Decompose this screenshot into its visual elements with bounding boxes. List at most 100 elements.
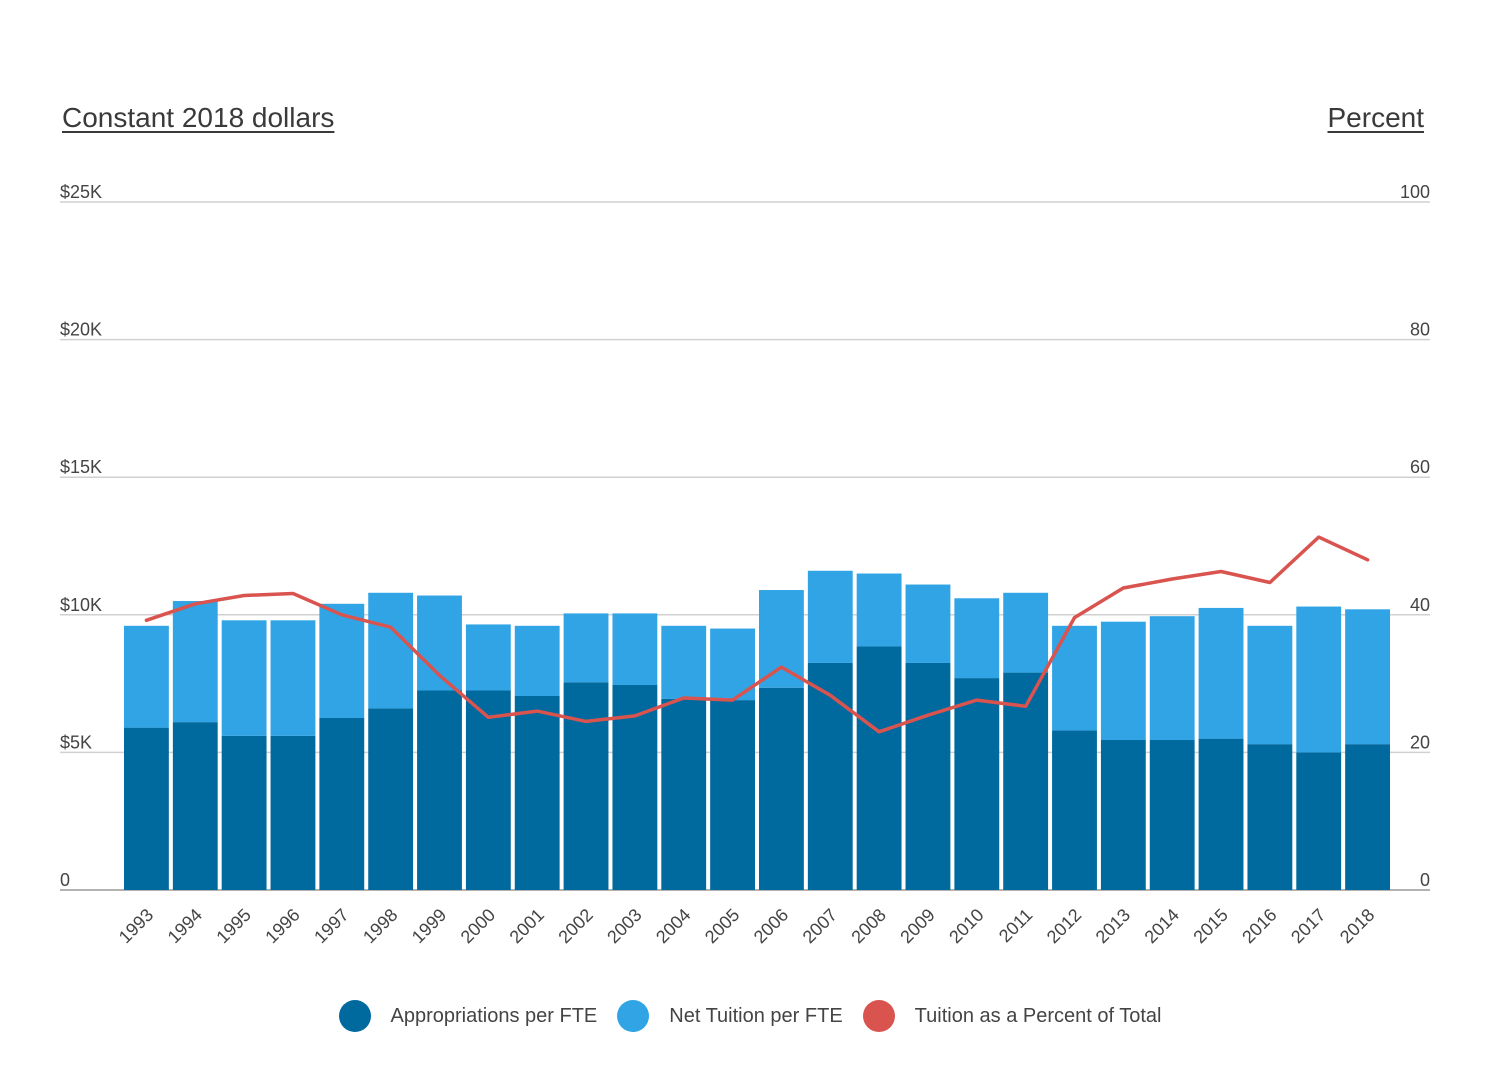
bar-net-tuition: [1296, 606, 1342, 753]
bar-net-tuition: [1149, 616, 1195, 741]
bar-appropriations: [1198, 738, 1244, 890]
bar-appropriations: [954, 678, 1000, 890]
bar-appropriations: [172, 722, 218, 890]
x-tick-label: 2011: [995, 905, 1037, 947]
legend-item-appropriations[interactable]: Appropriations per FTE: [338, 1000, 598, 1032]
x-tick-label: 2000: [457, 905, 499, 947]
bar-net-tuition: [563, 613, 609, 683]
left-tick-label: $25K: [60, 182, 102, 202]
bar-net-tuition: [221, 620, 267, 736]
x-tick-label: 2005: [701, 905, 743, 947]
right-tick-label: 100: [1400, 182, 1430, 202]
bar-appropriations: [661, 698, 707, 890]
x-tick-label: 1999: [408, 905, 450, 947]
legend-item-tuition-percent[interactable]: Tuition as a Percent of Total: [862, 1000, 1162, 1032]
bar-appropriations: [905, 662, 951, 890]
bar-net-tuition: [1198, 607, 1244, 739]
left-tick-label: $20K: [60, 320, 102, 340]
left-axis-title: Constant 2018 dollars: [62, 102, 335, 133]
bar-net-tuition: [1052, 625, 1097, 731]
right-axis-title: Percent: [1327, 102, 1425, 133]
bar-net-tuition: [1003, 592, 1049, 673]
legend-item-net-tuition[interactable]: Net Tuition per FTE: [617, 1000, 843, 1032]
bar-net-tuition: [856, 573, 902, 647]
x-tick-label: 2013: [1092, 905, 1134, 947]
bar-net-tuition: [661, 625, 707, 699]
x-tick-label: 1993: [115, 905, 157, 947]
bar-net-tuition: [1100, 621, 1146, 741]
bar-appropriations: [368, 708, 414, 890]
bar-appropriations: [1100, 740, 1146, 890]
right-tick-label: 40: [1410, 595, 1430, 615]
bar-net-tuition: [368, 592, 414, 709]
bar-appropriations: [221, 735, 267, 890]
x-tick-label: 2004: [652, 905, 694, 947]
bar-appropriations: [1247, 744, 1293, 890]
x-tick-label: 1996: [261, 905, 303, 947]
bar-appropriations: [856, 646, 902, 890]
x-tick-label: 2003: [603, 905, 645, 947]
x-tick-label: 2002: [554, 905, 596, 947]
left-tick-label: $15K: [60, 457, 102, 477]
bar-net-tuition: [319, 603, 365, 718]
x-tick-label: 2001: [506, 905, 548, 947]
right-tick-label: 60: [1410, 457, 1430, 477]
bar-appropriations: [465, 690, 511, 890]
left-tick-label: $5K: [60, 732, 92, 752]
bar-net-tuition: [905, 584, 951, 663]
x-tick-label: 1997: [310, 905, 352, 947]
x-tick-label: 2007: [799, 905, 841, 947]
right-tick-label: 80: [1410, 320, 1430, 340]
bar-appropriations: [1052, 730, 1097, 890]
bar-appropriations: [270, 735, 316, 890]
legend-label-net-tuition: Net Tuition per FTE: [669, 1004, 843, 1027]
line-tuition-percent: [144, 535, 1370, 734]
x-tick-label: 2017: [1287, 905, 1329, 947]
x-tick-label: 2015: [1189, 905, 1231, 947]
bar-appropriations: [710, 700, 755, 890]
bar-appropriations: [563, 682, 609, 890]
bar-net-tuition: [612, 613, 658, 685]
bar-appropriations: [124, 727, 169, 890]
legend-swatch-net-tuition: [617, 1000, 650, 1032]
x-tick-label: 2012: [1043, 905, 1085, 947]
right-tick-label: 0: [1420, 870, 1430, 890]
left-tick-label: $10K: [60, 595, 102, 615]
bar-net-tuition: [172, 601, 218, 723]
bar-appropriations: [1296, 752, 1342, 890]
x-tick-label: 2009: [896, 905, 938, 947]
x-tick-label: 2016: [1238, 905, 1280, 947]
x-tick-label: 2006: [750, 905, 792, 947]
x-tick-label: 1995: [212, 905, 254, 947]
bar-appropriations: [1345, 744, 1390, 890]
bar-net-tuition: [954, 598, 1000, 679]
bar-appropriations: [1149, 740, 1195, 890]
x-tick-label: 1998: [359, 905, 401, 947]
bar-appropriations: [759, 687, 804, 890]
bar-net-tuition: [1345, 609, 1390, 745]
legend-swatch-tuition-percent: [862, 1000, 895, 1032]
x-tick-label: 2010: [945, 905, 987, 947]
bar-net-tuition: [270, 620, 316, 736]
bar-net-tuition: [1247, 625, 1293, 745]
bar-net-tuition: [465, 624, 511, 691]
right-tick-label: 20: [1410, 732, 1430, 752]
legend-label-tuition-percent: Tuition as a Percent of Total: [914, 1004, 1162, 1027]
x-tick-label: 2008: [847, 905, 889, 947]
bar-appropriations: [1003, 672, 1049, 890]
legend: Appropriations per FTE Net Tuition per F…: [0, 1000, 1500, 1032]
bar-net-tuition: [124, 625, 169, 728]
bar-appropriations: [514, 695, 560, 890]
left-tick-label: 0: [60, 870, 70, 890]
bar-appropriations: [417, 690, 462, 890]
legend-swatch-appropriations: [338, 1000, 371, 1032]
bar-net-tuition: [807, 570, 853, 663]
bar-appropriations: [319, 718, 365, 890]
x-tick-label: 2014: [1141, 905, 1183, 947]
x-tick-label: 1994: [164, 905, 206, 947]
x-tick-label: 2018: [1336, 905, 1378, 947]
bar-net-tuition: [759, 590, 804, 688]
legend-label-appropriations: Appropriations per FTE: [390, 1004, 598, 1027]
